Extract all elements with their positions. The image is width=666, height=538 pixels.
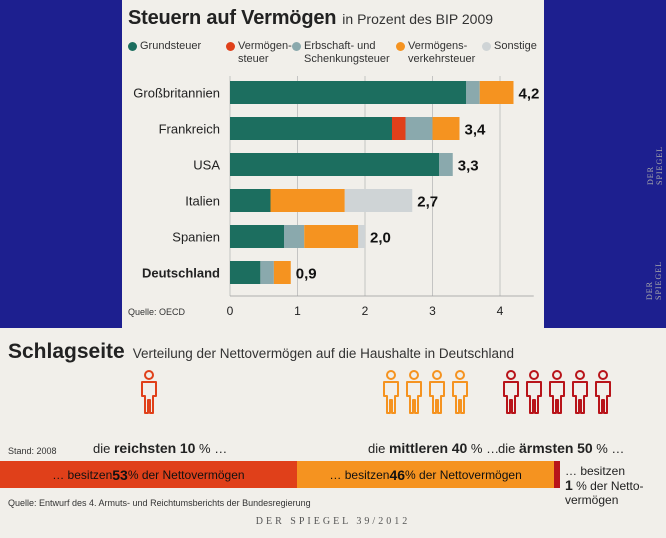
bar-segment	[230, 117, 392, 140]
legend-item: Vermögens-verkehrsteuer	[396, 40, 475, 66]
side-label-2: DER SPIEGEL	[645, 261, 663, 300]
group-label: die mittleren 40 % …	[368, 440, 500, 456]
person-icon	[500, 370, 522, 419]
bar-segment	[284, 225, 305, 248]
share-segment	[554, 461, 560, 488]
legend-swatch	[292, 42, 301, 51]
legend-swatch	[226, 42, 235, 51]
chart-title: Steuern auf Vermögen in Prozent des BIP 2…	[128, 7, 494, 29]
x-tick-label: 4	[497, 304, 504, 318]
people-icons	[380, 370, 472, 419]
people-icons	[138, 370, 161, 419]
total-label: 4,2	[519, 86, 540, 103]
x-tick-label: 2	[362, 304, 369, 318]
legend-label: Grundsteuer	[140, 40, 202, 52]
source-label: Quelle: OECD	[128, 307, 186, 317]
bar-segment	[270, 189, 345, 212]
category-label: Großbritannien	[133, 86, 220, 101]
category-label: Deutschland	[142, 266, 220, 281]
person-icon	[449, 370, 471, 419]
group-label: die ärmsten 50 % …	[498, 440, 625, 456]
poorest-note: … besitzen 1 % der Netto- vermögen	[565, 464, 644, 507]
person-icon	[138, 370, 160, 419]
category-label: Spanien	[172, 230, 220, 245]
legend-swatch	[482, 42, 491, 51]
legend-swatch	[396, 42, 405, 51]
bar-segment	[260, 261, 274, 284]
stacked-bar-chart: 0 1 2 3 4 Großbritannien 4,2 Frankreich 3,4 USA 3,…	[128, 76, 540, 318]
person-icon	[380, 370, 402, 419]
total-label: 0,9	[296, 266, 317, 283]
x-tick-label: 1	[294, 304, 301, 318]
total-label: 2,7	[417, 194, 438, 211]
legend-label: Erbschaft- und Schenkungsteuer	[304, 40, 390, 65]
bar-segment	[230, 189, 271, 212]
legend-item: Vermögen-steuer	[226, 40, 292, 66]
legend-swatch	[128, 42, 137, 51]
person-icon	[569, 370, 591, 419]
x-tick-label: 0	[227, 304, 234, 318]
share-segment: … besitzen 46 % der Nettovermögen	[296, 461, 555, 488]
legend-label: Vermögens-verkehrsteuer	[408, 40, 476, 65]
bar-segment	[392, 117, 406, 140]
group-label: die reichsten 10 % …	[93, 440, 228, 456]
side-label: DER SPIEGEL	[646, 146, 664, 185]
category-label: Italien	[185, 194, 220, 209]
bar-segment	[358, 225, 365, 248]
legend: Grundsteuer Vermögen-steuer Erbschaft- und…	[122, 40, 542, 74]
total-label: 3,3	[458, 158, 479, 175]
stand-label: Stand: 2008	[8, 446, 57, 456]
legend-item: Erbschaft- und Schenkungsteuer	[292, 40, 390, 66]
bar-segment	[466, 81, 480, 104]
legend-label: Vermögen-steuer	[238, 40, 292, 65]
person-icon	[523, 370, 545, 419]
bottom-panel: Schlagseite Verteilung der Nettovermögen …	[0, 328, 666, 538]
bar-segment	[405, 117, 433, 140]
bar-segment	[479, 81, 514, 104]
footer: DER SPIEGEL 39/2012	[255, 516, 411, 527]
legend-label: Sonstige	[494, 40, 537, 52]
bar-segment	[230, 153, 440, 176]
total-label: 2,0	[370, 230, 391, 247]
bar-segment	[230, 81, 467, 104]
bar-segment	[432, 117, 460, 140]
bar-segment	[304, 225, 359, 248]
legend-item: Sonstige	[482, 40, 537, 53]
bar-segment	[230, 225, 284, 248]
person-icon	[592, 370, 614, 419]
person-icon	[546, 370, 568, 419]
people-icons	[500, 370, 615, 419]
category-label: Frankreich	[159, 122, 220, 137]
top-chart-panel: Steuern auf Vermögen in Prozent des BIP 2…	[122, 0, 664, 328]
bar-segment	[273, 261, 291, 284]
legend-item: Grundsteuer	[128, 40, 201, 53]
bottom-title: Schlagseite Verteilung der Nettovermögen …	[8, 340, 514, 363]
bar-segment	[344, 189, 413, 212]
share-segment: … besitzen 53 % der Nettovermögen	[0, 461, 297, 488]
person-icon	[426, 370, 448, 419]
bottom-source: Quelle: Entwurf des 4. Armuts- und Reich…	[8, 498, 311, 508]
bar-segment	[230, 261, 261, 284]
bar-segment	[439, 153, 453, 176]
category-label: USA	[193, 158, 220, 173]
person-icon	[403, 370, 425, 419]
total-label: 3,4	[465, 122, 487, 139]
x-tick-label: 3	[429, 304, 436, 318]
